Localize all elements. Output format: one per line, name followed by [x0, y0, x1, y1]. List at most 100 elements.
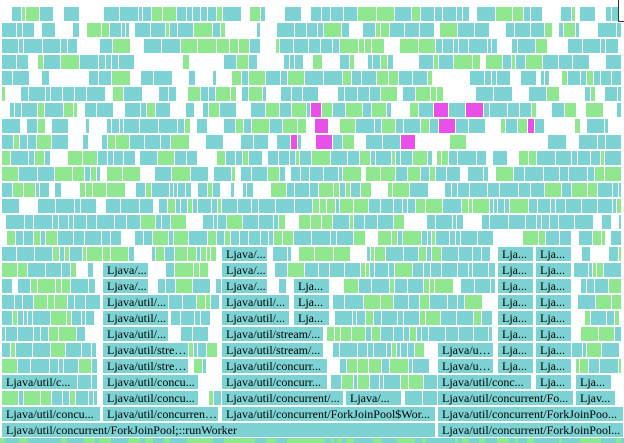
stack-frame[interactable]	[310, 167, 324, 182]
stack-frame[interactable]	[6, 327, 18, 342]
stack-frame[interactable]	[43, 39, 61, 54]
stack-frame[interactable]	[450, 231, 456, 246]
stack-frame[interactable]	[183, 295, 197, 310]
stack-frame[interactable]	[176, 279, 193, 294]
stack-frame[interactable]	[602, 215, 612, 230]
stack-frame[interactable]	[198, 199, 212, 214]
stack-frame[interactable]	[220, 103, 237, 118]
stack-frame[interactable]	[241, 167, 252, 182]
stack-frame[interactable]	[408, 167, 421, 182]
stack-frame[interactable]	[231, 231, 240, 246]
stack-frame[interactable]	[341, 327, 352, 342]
stack-frame[interactable]	[295, 183, 310, 198]
stack-frame[interactable]	[579, 135, 598, 150]
stack-frame[interactable]	[335, 311, 353, 326]
stack-frame[interactable]	[88, 263, 94, 278]
stack-frame[interactable]	[364, 295, 381, 310]
stack-frame[interactable]	[33, 343, 51, 358]
stack-frame[interactable]	[321, 39, 333, 54]
stack-frame[interactable]	[312, 151, 331, 166]
stack-frame[interactable]	[354, 199, 369, 214]
stack-frame[interactable]	[453, 215, 457, 230]
stack-frame[interactable]	[28, 135, 37, 150]
stack-frame[interactable]	[589, 359, 600, 374]
stack-frame[interactable]	[80, 183, 86, 198]
stack-frame[interactable]	[169, 87, 177, 102]
stack-frame[interactable]	[107, 167, 123, 182]
stack-frame[interactable]	[76, 391, 89, 406]
stack-frame[interactable]	[154, 71, 173, 86]
stack-frame[interactable]	[2, 311, 13, 326]
stack-frame[interactable]	[52, 135, 69, 150]
stack-frame[interactable]	[408, 343, 415, 358]
stack-frame[interactable]	[296, 151, 300, 166]
stack-frame[interactable]	[333, 103, 346, 118]
stack-frame[interactable]	[153, 231, 169, 246]
stack-frame[interactable]	[602, 231, 606, 246]
stack-frame[interactable]	[377, 7, 395, 22]
stack-frame[interactable]	[370, 263, 375, 278]
stack-frame[interactable]	[169, 295, 183, 310]
stack-frame[interactable]	[619, 359, 622, 374]
stack-frame[interactable]	[334, 247, 351, 262]
stack-frame[interactable]	[144, 39, 162, 54]
stack-frame[interactable]	[2, 39, 19, 54]
stack-frame[interactable]	[298, 135, 302, 150]
stack-frame[interactable]	[183, 55, 190, 70]
stack-frame[interactable]	[427, 247, 432, 262]
stack-frame[interactable]	[587, 279, 595, 294]
stack-frame[interactable]	[594, 71, 601, 86]
stack-frame[interactable]	[13, 183, 24, 198]
stack-frame[interactable]	[125, 103, 141, 118]
stack-frame[interactable]	[187, 151, 198, 166]
stack-frame[interactable]	[319, 263, 330, 278]
stack-frame[interactable]	[224, 55, 237, 70]
stack-frame[interactable]	[339, 167, 343, 182]
stack-frame[interactable]	[358, 87, 370, 102]
stack-frame[interactable]	[541, 71, 545, 86]
stack-frame[interactable]	[358, 7, 377, 22]
stack-frame[interactable]	[24, 39, 43, 54]
stack-frame[interactable]	[243, 151, 249, 166]
stack-frame[interactable]	[38, 199, 56, 214]
stack-frame[interactable]	[281, 87, 292, 102]
stack-frame[interactable]	[532, 103, 537, 118]
stack-frame[interactable]	[389, 71, 399, 86]
stack-frame[interactable]: Ljava/...	[222, 247, 268, 262]
stack-frame[interactable]	[393, 183, 410, 198]
stack-frame[interactable]	[284, 55, 290, 70]
stack-frame[interactable]	[482, 311, 493, 326]
stack-frame[interactable]	[55, 183, 62, 198]
stack-frame[interactable]	[312, 231, 331, 246]
stack-frame[interactable]	[46, 87, 51, 102]
stack-frame[interactable]	[324, 23, 342, 38]
stack-frame[interactable]: Ljav...	[576, 391, 616, 406]
stack-frame[interactable]	[331, 7, 344, 22]
stack-frame[interactable]	[484, 167, 489, 182]
stack-frame[interactable]	[159, 119, 178, 134]
stack-frame[interactable]	[601, 71, 612, 86]
stack-frame[interactable]	[28, 311, 33, 326]
resize-handle-icon[interactable]	[618, 0, 624, 22]
stack-frame[interactable]	[400, 39, 419, 54]
stack-frame[interactable]	[139, 7, 143, 22]
stack-frame[interactable]	[382, 311, 398, 326]
stack-frame[interactable]	[422, 231, 428, 246]
stack-frame[interactable]	[55, 295, 68, 310]
stack-frame[interactable]	[85, 231, 102, 246]
stack-frame[interactable]	[188, 247, 197, 262]
stack-frame[interactable]: Ljava/util/concurrent/Fo...	[438, 391, 574, 406]
stack-frame[interactable]	[231, 87, 237, 102]
stack-frame[interactable]	[531, 7, 543, 22]
stack-frame[interactable]	[216, 87, 231, 102]
stack-frame[interactable]	[542, 215, 550, 230]
stack-frame[interactable]	[419, 103, 434, 118]
stack-frame[interactable]	[52, 119, 69, 134]
stack-frame[interactable]: Lja...	[498, 247, 534, 262]
stack-frame[interactable]	[458, 151, 477, 166]
stack-frame[interactable]	[87, 87, 106, 102]
stack-frame[interactable]	[333, 39, 340, 54]
stack-frame[interactable]	[276, 199, 295, 214]
stack-frame[interactable]: Lja...	[498, 343, 534, 358]
stack-frame[interactable]: Ljava/util/ut...	[438, 359, 494, 374]
